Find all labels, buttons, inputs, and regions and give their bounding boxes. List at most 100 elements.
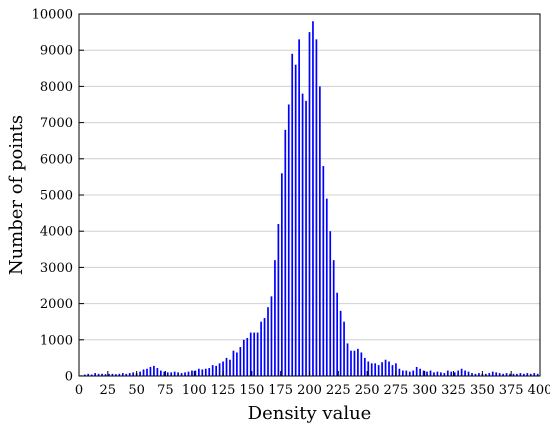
bar (491, 371, 494, 376)
bar (384, 359, 387, 376)
bar (267, 307, 269, 376)
bar (332, 260, 335, 376)
bar (104, 374, 107, 376)
bar (502, 373, 504, 376)
bar (533, 373, 536, 376)
bar (97, 373, 100, 376)
bar (398, 368, 401, 376)
bar (249, 332, 252, 376)
bar (253, 332, 256, 376)
bar (433, 372, 435, 376)
bar (464, 370, 466, 376)
bar (121, 373, 124, 376)
bar (177, 372, 179, 376)
bar (512, 373, 515, 376)
x-tick-label: 50 (128, 383, 145, 398)
bar (166, 372, 169, 376)
x-tick-label: 125 (211, 383, 236, 398)
bar (225, 357, 228, 376)
bar (128, 373, 131, 376)
bar (363, 357, 366, 376)
bar (263, 318, 266, 376)
bar (256, 332, 259, 376)
bar (474, 373, 477, 376)
bar (339, 310, 342, 376)
bar (204, 368, 207, 376)
bar (125, 373, 128, 376)
x-tick-label: 275 (384, 383, 409, 398)
x-tick-label: 200 (297, 383, 322, 398)
bar (357, 348, 359, 376)
bar (260, 321, 262, 376)
bar (395, 363, 397, 376)
bar (498, 373, 501, 376)
bar (246, 337, 249, 376)
bar (146, 368, 148, 376)
bar (450, 371, 453, 376)
bar (336, 292, 339, 376)
bar (298, 39, 300, 377)
bar (381, 362, 383, 376)
bar (488, 373, 491, 376)
bar (467, 371, 470, 376)
x-tick-label: 300 (412, 383, 437, 398)
bar (453, 372, 456, 376)
x-tick-label: 75 (157, 383, 174, 398)
bar (312, 21, 314, 377)
bar (443, 373, 446, 376)
bar (391, 365, 394, 376)
bar (353, 350, 356, 376)
bar (346, 343, 349, 376)
bar (426, 371, 428, 376)
bar (287, 104, 290, 376)
bar (232, 350, 235, 376)
bar (242, 339, 245, 376)
x-tick-label: 175 (268, 383, 293, 398)
x-tick-label: 0 (75, 383, 83, 398)
x-tick-label: 150 (239, 383, 264, 398)
y-tick-label: 7000 (40, 116, 73, 131)
x-tick-label: 100 (182, 383, 207, 398)
bar (229, 359, 231, 376)
bar (194, 370, 197, 376)
bar (446, 370, 449, 376)
bar (239, 347, 242, 376)
bar (108, 373, 110, 376)
bar (118, 373, 121, 376)
bar (374, 363, 377, 376)
bar (274, 260, 276, 376)
y-tick-label: 1000 (40, 333, 73, 348)
bar (139, 371, 141, 376)
x-tick-label: 225 (326, 383, 351, 398)
bar (350, 350, 352, 376)
bar (173, 371, 176, 376)
y-tick-label: 10000 (32, 8, 73, 23)
bar (422, 370, 425, 376)
bar (457, 370, 460, 376)
bar (509, 373, 511, 376)
bar (526, 373, 529, 376)
bar (156, 368, 159, 376)
x-axis-title: Density value (248, 403, 372, 424)
bar (101, 373, 103, 376)
y-tick-label: 3000 (40, 261, 73, 276)
bar (536, 373, 539, 376)
bar (170, 372, 173, 376)
bar (280, 173, 283, 376)
bar (215, 365, 217, 376)
bar (284, 129, 287, 376)
bar (505, 373, 508, 376)
bar (163, 371, 166, 376)
bar (367, 361, 370, 376)
y-ticks: 0 1000 2000 3000 4000 5000 6000 7000 8000 9000 100… (32, 8, 84, 385)
bar (111, 373, 114, 376)
bar (471, 373, 473, 376)
bar (460, 368, 463, 376)
bar (370, 363, 373, 376)
x-ticks: 0 25 50 75 100 125 150 175 200 225 250 275 300 325 350… (75, 371, 550, 398)
bar (301, 93, 304, 376)
bar (211, 365, 214, 376)
bar (222, 361, 224, 376)
y-tick-label: 5000 (40, 189, 73, 204)
